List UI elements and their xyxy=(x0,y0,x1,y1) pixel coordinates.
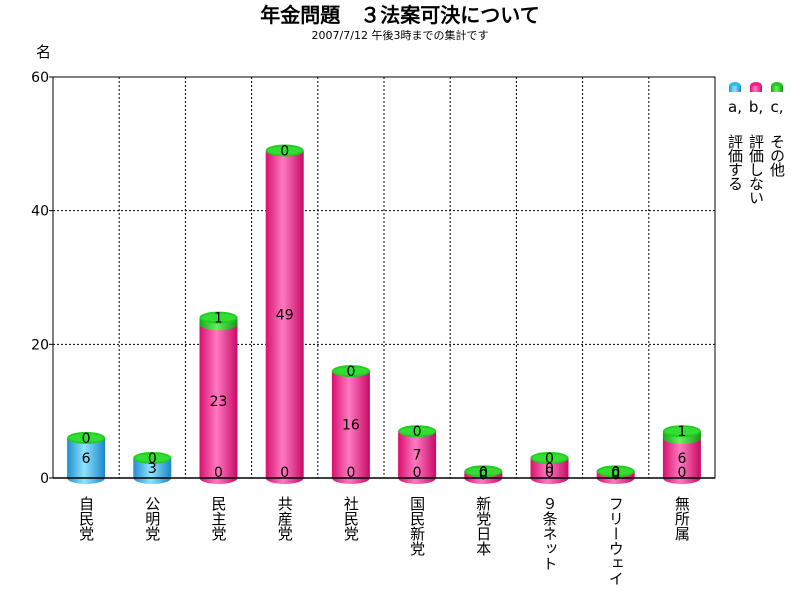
y-tick-label: 0 xyxy=(40,471,49,487)
data-label-c-7: 0 xyxy=(545,451,554,467)
data-label-c-5: 0 xyxy=(413,424,422,440)
legend-key-b: b, xyxy=(749,98,763,116)
data-label-a-4: 0 xyxy=(346,465,355,481)
legend-swatch-body-b xyxy=(750,86,762,92)
chart-title: 年金問題 ３法案可決について xyxy=(260,3,539,27)
bar-cap-highlight-2 xyxy=(201,313,236,322)
bar-cap-highlight-5 xyxy=(400,427,435,436)
data-label-b-5: 7 xyxy=(413,448,422,464)
bar-b-2 xyxy=(199,324,238,485)
bar-cap-highlight-7 xyxy=(532,453,567,462)
legend-swatch-body-a xyxy=(729,86,741,92)
legend-label-b: 評価しない xyxy=(747,134,765,204)
chart-subtitle: 2007/7/12 午後3時までの集計です xyxy=(312,28,489,42)
legend-key-a: a, xyxy=(728,98,742,116)
legend-key-c: c, xyxy=(770,98,783,116)
bar-b-4 xyxy=(331,371,370,485)
data-label-a-8: 0 xyxy=(611,465,620,481)
category-label-7: ９条ネット xyxy=(541,496,559,571)
category-label-4: 社民党 xyxy=(342,496,360,542)
data-label-c-1: 0 xyxy=(148,451,157,467)
data-label-a-2: 0 xyxy=(214,465,223,481)
data-label-b-8: 0 xyxy=(611,468,620,484)
y-tick-label: 40 xyxy=(31,204,49,220)
bar-cap-highlight-1 xyxy=(135,453,170,462)
data-label-a-7: 0 xyxy=(545,465,554,481)
data-label-c-2: 1 xyxy=(214,311,223,327)
legend-swatch-body-c xyxy=(771,86,783,92)
data-label-b-2: 23 xyxy=(210,394,228,410)
data-label-b-3: 49 xyxy=(276,307,294,323)
bar-cap-highlight-8 xyxy=(598,467,633,476)
bar-cap-highlight-9 xyxy=(664,427,699,436)
bar-cap-highlight-3 xyxy=(267,146,302,155)
data-label-b-6: 0 xyxy=(479,468,488,484)
category-label-8: フリーウェイ xyxy=(607,496,625,586)
bar-b-5 xyxy=(398,431,437,485)
data-label-a-5: 0 xyxy=(413,465,422,481)
data-label-c-3: 0 xyxy=(280,144,289,160)
data-label-b-9: 6 xyxy=(677,451,686,467)
y-axis-label: 名 xyxy=(36,43,51,61)
bar-b-9 xyxy=(662,437,701,485)
category-label-3: 共産党 xyxy=(276,496,294,542)
category-label-2: 民主党 xyxy=(210,496,228,542)
data-label-a-9: 0 xyxy=(677,465,686,481)
data-label-a-6: 0 xyxy=(479,465,488,481)
data-label-c-4: 0 xyxy=(346,364,355,380)
data-label-b-7: 0 xyxy=(545,461,554,477)
data-label-c-9: 1 xyxy=(677,424,686,440)
grid xyxy=(52,76,716,479)
data-label-c-6: 0 xyxy=(479,464,488,480)
category-label-0: 自民党 xyxy=(77,496,95,542)
data-label-c-0: 0 xyxy=(82,431,91,447)
data-label-c-8: 0 xyxy=(611,464,620,480)
data-label-b-4: 16 xyxy=(342,418,360,434)
bar-cap-highlight-6 xyxy=(466,467,501,476)
category-label-1: 公明党 xyxy=(143,496,161,542)
bar-cap-highlight-0 xyxy=(69,433,104,442)
bars xyxy=(67,144,701,485)
bar-a-0 xyxy=(67,437,106,485)
category-label-9: 無所属 xyxy=(673,496,691,541)
data-label-a-3: 0 xyxy=(280,465,289,481)
data-label-a-1: 3 xyxy=(148,461,157,477)
data-label-a-0: 6 xyxy=(82,451,91,467)
y-tick-label: 60 xyxy=(31,70,49,86)
category-label-6: 新党日本 xyxy=(474,496,492,556)
y-tick-label: 20 xyxy=(31,337,49,353)
legend-label-a: 評価する xyxy=(726,134,744,191)
category-label-5: 国民新党 xyxy=(408,496,426,557)
bar-cap-highlight-4 xyxy=(333,367,368,376)
legend-label-c: その他 xyxy=(768,134,786,178)
legend: a, 評価する b, 評価しない c, その他 xyxy=(726,82,786,204)
bar-b-3 xyxy=(265,150,304,485)
